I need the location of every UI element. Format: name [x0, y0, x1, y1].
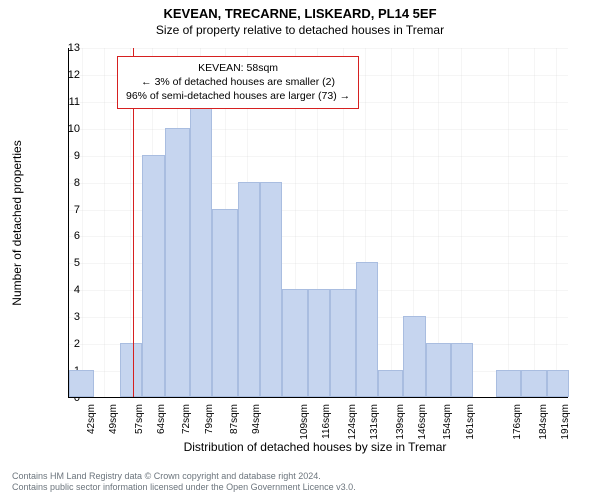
histogram-bar: [496, 370, 521, 397]
gridline-v: [391, 48, 392, 397]
y-tick-label: 9: [56, 150, 80, 162]
gridline-v: [82, 48, 83, 397]
y-tick-label: 13: [56, 42, 80, 54]
x-tick-label: 94sqm: [251, 404, 262, 434]
annotation-box: KEVEAN: 58sqm ← 3% of detached houses ar…: [117, 56, 359, 109]
x-tick-label: 87sqm: [229, 404, 240, 434]
annotation-line2: ← 3% of detached houses are smaller (2): [126, 75, 350, 89]
chart: 01234567891011121342sqm49sqm57sqm64sqm72…: [50, 48, 580, 428]
gridline-v: [556, 48, 557, 397]
histogram-bar: [426, 343, 451, 397]
plot-area: 01234567891011121342sqm49sqm57sqm64sqm72…: [68, 48, 568, 398]
gridline-v: [508, 48, 509, 397]
x-tick-label: 49sqm: [108, 404, 119, 434]
x-tick-label: 109sqm: [299, 404, 310, 440]
y-tick-label: 12: [56, 69, 80, 81]
y-tick-label: 10: [56, 123, 80, 135]
x-tick-label: 57sqm: [134, 404, 145, 434]
x-tick-label: 124sqm: [347, 404, 358, 440]
histogram-bar: [69, 370, 94, 397]
y-tick-label: 6: [56, 230, 80, 242]
x-tick-label: 146sqm: [417, 404, 428, 440]
title-main: KEVEAN, TRECARNE, LISKEARD, PL14 5EF: [0, 6, 600, 21]
x-tick-label: 176sqm: [512, 404, 523, 440]
x-tick-label: 79sqm: [204, 404, 215, 434]
x-tick-label: 161sqm: [465, 404, 476, 440]
x-tick-label: 154sqm: [442, 404, 453, 440]
x-tick-label: 72sqm: [181, 404, 192, 434]
histogram-bar: [308, 289, 330, 397]
x-tick-label: 184sqm: [538, 404, 549, 440]
annotation-line3: 96% of semi-detached houses are larger (…: [126, 89, 350, 103]
gridline-v: [534, 48, 535, 397]
histogram-bar: [521, 370, 546, 397]
title-sub: Size of property relative to detached ho…: [0, 23, 600, 37]
footer: Contains HM Land Registry data © Crown c…: [12, 471, 356, 494]
x-tick-label: 64sqm: [156, 404, 167, 434]
annotation-line1: KEVEAN: 58sqm: [126, 61, 350, 75]
gridline-v: [104, 48, 105, 397]
gridline-h: [69, 48, 568, 49]
y-tick-label: 5: [56, 257, 80, 269]
y-tick-label: 2: [56, 338, 80, 350]
gridline-h: [69, 129, 568, 130]
histogram-bar: [403, 316, 425, 397]
histogram-bar: [190, 101, 212, 397]
histogram-bar: [330, 289, 355, 397]
histogram-bar: [165, 128, 190, 397]
x-tick-label: 139sqm: [395, 404, 406, 440]
x-tick-label: 42sqm: [86, 404, 97, 434]
x-tick-label: 191sqm: [560, 404, 571, 440]
histogram-bar: [547, 370, 569, 397]
histogram-bar: [120, 343, 142, 397]
y-tick-label: 3: [56, 311, 80, 323]
y-tick-label: 8: [56, 177, 80, 189]
footer-line2: Contains public sector information licen…: [12, 482, 356, 494]
histogram-bar: [212, 209, 237, 397]
histogram-bar: [260, 182, 282, 397]
histogram-bar: [356, 262, 378, 397]
footer-line1: Contains HM Land Registry data © Crown c…: [12, 471, 356, 483]
y-tick-label: 11: [56, 96, 80, 108]
histogram-bar: [451, 343, 473, 397]
histogram-bar: [238, 182, 260, 397]
histogram-bar: [378, 370, 403, 397]
title-block: KEVEAN, TRECARNE, LISKEARD, PL14 5EF Siz…: [0, 0, 600, 37]
x-tick-label: 116sqm: [321, 404, 332, 439]
y-tick-label: 7: [56, 204, 80, 216]
x-tick-label: 131sqm: [369, 404, 380, 440]
histogram-bar: [282, 289, 307, 397]
y-tick-label: 4: [56, 284, 80, 296]
histogram-bar: [142, 155, 164, 397]
